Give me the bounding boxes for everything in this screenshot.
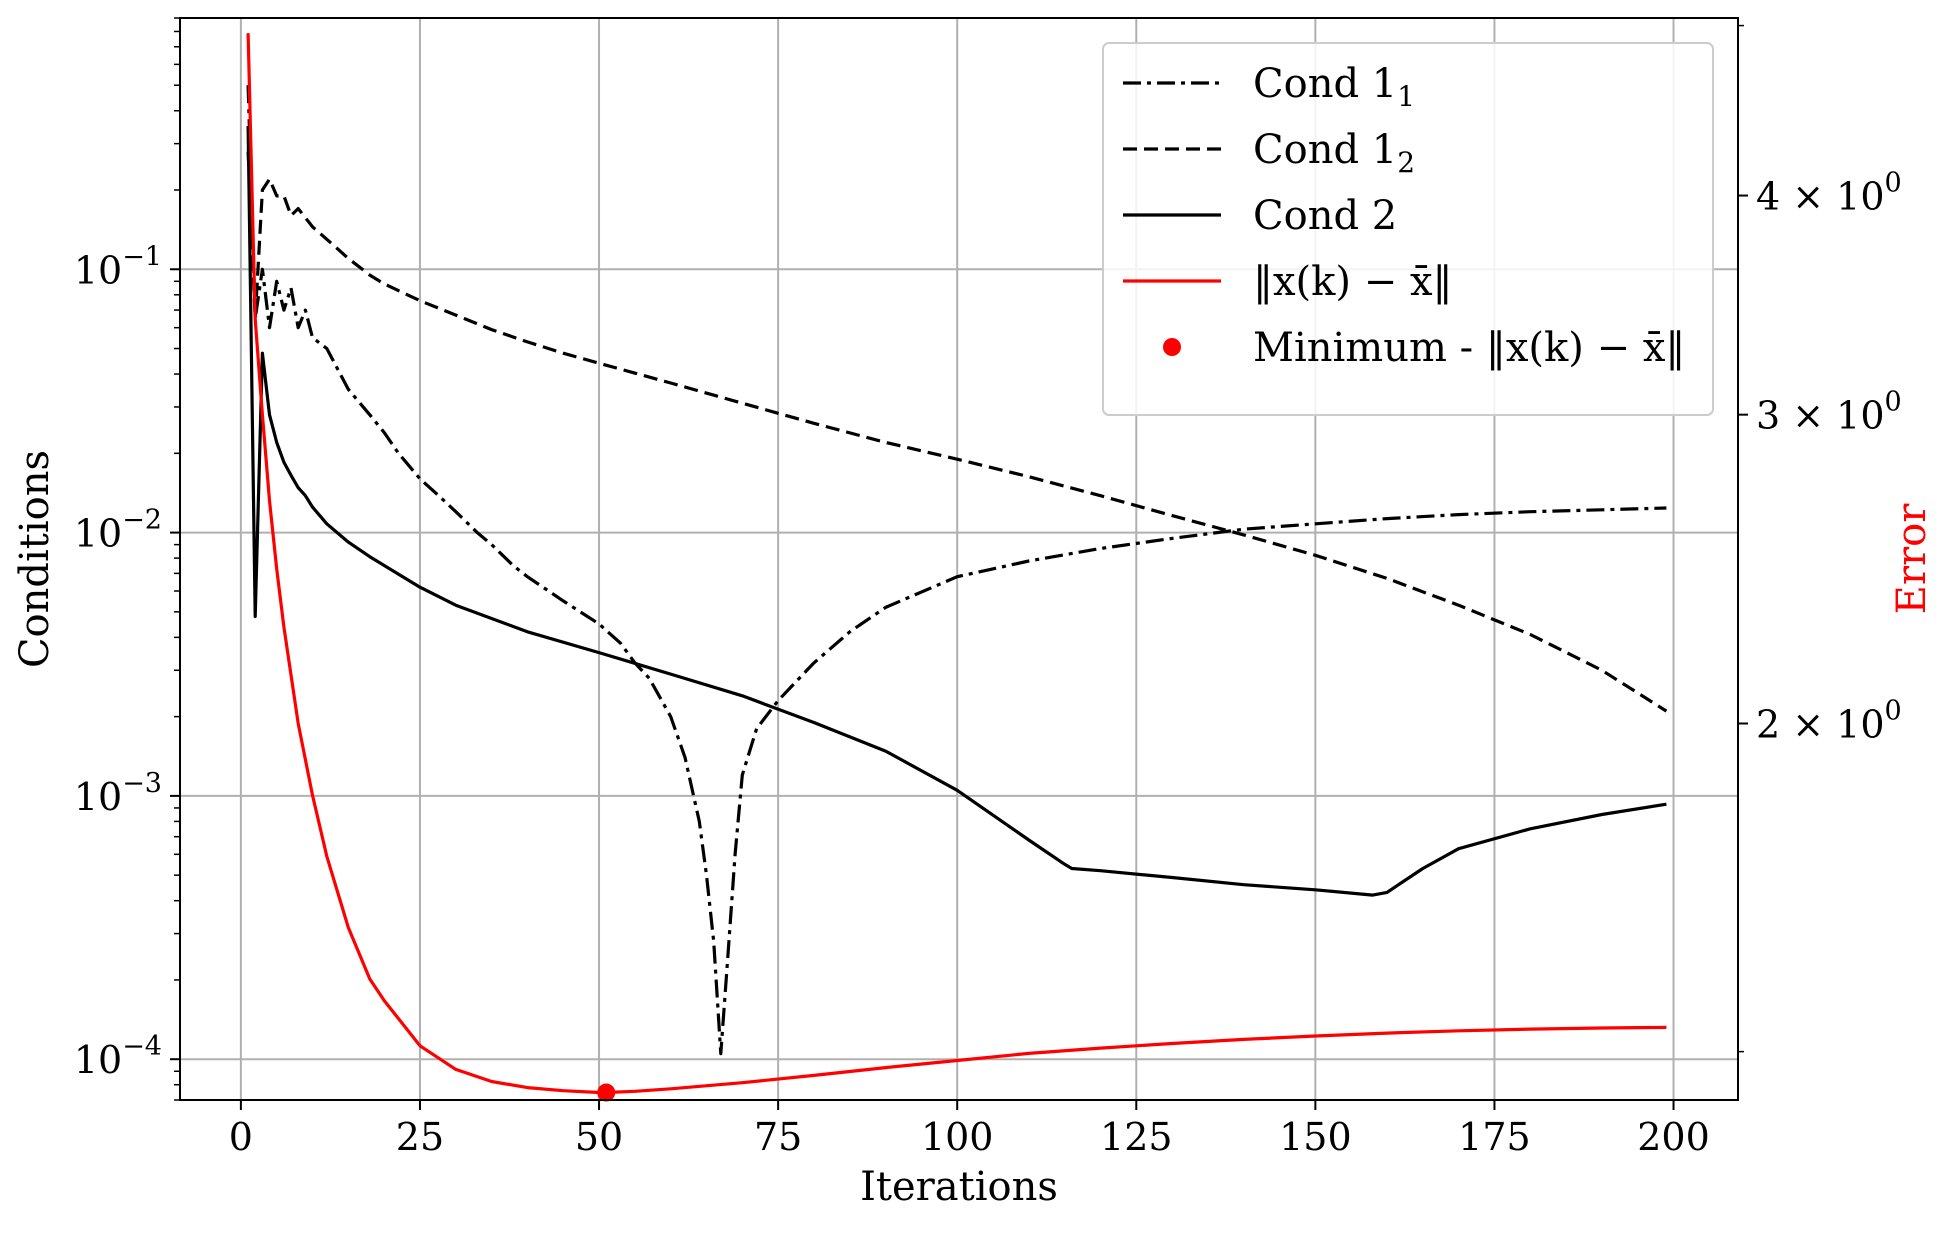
x-tick-label: 0	[229, 1115, 253, 1159]
x-tick-label: 125	[1100, 1115, 1173, 1159]
y-left-tick-label: 10−4	[74, 1031, 162, 1082]
legend-item-cond-1-1: Cond 11	[1123, 61, 1415, 113]
legend-swatch	[1163, 338, 1181, 356]
legend-item-minimum: Minimum - ‖x(k) − x̄‖	[1163, 325, 1685, 371]
legend-item-cond-1-2: Cond 12	[1123, 127, 1415, 179]
legend-label: Minimum - ‖x(k) − x̄‖	[1253, 325, 1685, 371]
series-cond-1-2-line	[246, 151, 1668, 713]
legend-label: ‖x(k) − x̄‖	[1253, 259, 1453, 305]
plot-frame	[179, 17, 1739, 1101]
x-tick-label: 25	[396, 1115, 444, 1159]
x-axis-label: Iterations	[860, 1164, 1058, 1210]
y-right-axis-label: Error	[1889, 503, 1935, 615]
axes: 0 25 50 75 100 125 150 175 200 10−1 10−2 10−3 10−4 4 …	[12, 17, 1935, 1210]
series-cond-2-line	[246, 125, 1667, 897]
minimum-error-point	[597, 1083, 616, 1102]
y-left-axis-label: Conditions	[12, 450, 58, 668]
x-tick-label: 50	[575, 1115, 623, 1159]
x-tick-label: 150	[1279, 1115, 1352, 1159]
y-left-tick-label: 10−2	[74, 505, 162, 556]
legend-box	[1102, 42, 1714, 416]
legend: Cond 11 Cond 12 Cond 2 ‖x(k) − x̄‖ Minimum -…	[1102, 42, 1714, 416]
x-tick-label: 100	[921, 1115, 994, 1159]
legend-item-cond-2: Cond 2	[1123, 193, 1397, 239]
y-right-tick-label: 3 × 100	[1756, 387, 1902, 438]
legend-label: Cond 2	[1253, 193, 1397, 239]
series-cond-1-1-line	[246, 85, 1667, 1056]
legend-label: Cond 11	[1253, 61, 1415, 113]
x-tick-label: 200	[1637, 1115, 1710, 1159]
y-right-tick-label: 2 × 100	[1756, 696, 1902, 747]
legend-item-error: ‖x(k) − x̄‖	[1123, 259, 1453, 305]
y-left-tick-label: 10−1	[74, 241, 162, 292]
x-tick-label: 175	[1458, 1115, 1531, 1159]
y-right-tick-label: 4 × 100	[1756, 168, 1902, 219]
legend-label: Cond 12	[1253, 127, 1415, 179]
y-left-tick-label: 10−3	[74, 768, 162, 819]
series-layer	[246, 33, 1668, 1102]
x-tick-label: 75	[754, 1115, 802, 1159]
